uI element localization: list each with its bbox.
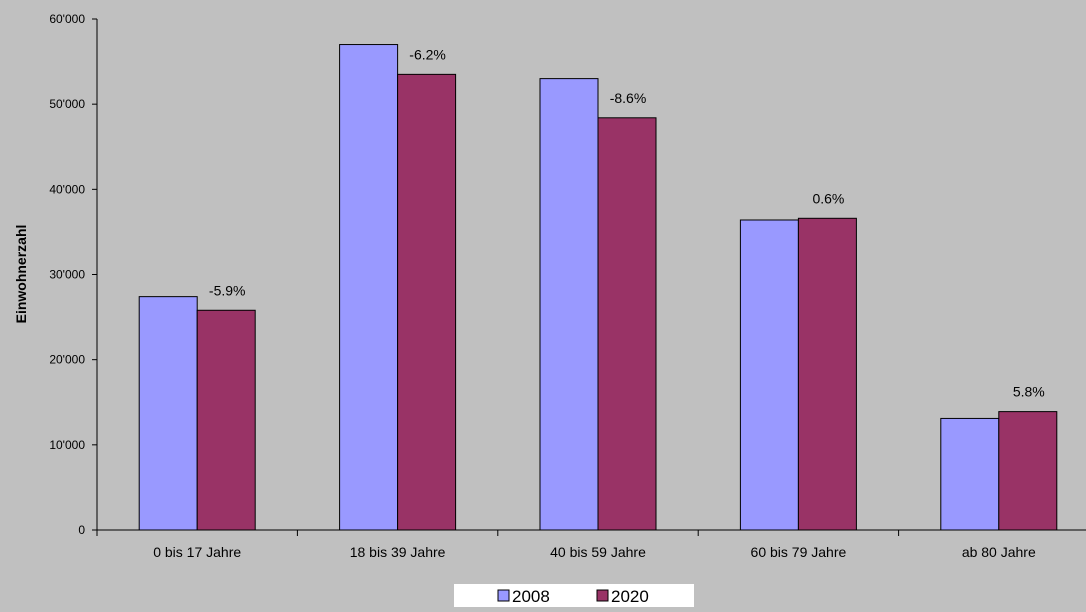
bar-2020 (998, 411, 1058, 531)
x-category-label: 0 bis 17 Jahre (153, 544, 241, 560)
data-label: 0.6% (812, 190, 844, 206)
bar-2008 (940, 417, 1000, 531)
data-label: 5.8% (1013, 384, 1045, 400)
data-label: -8.6% (610, 90, 647, 106)
legend-label-2008: 2008 (512, 587, 550, 606)
y-tick-label: 40'000 (49, 182, 85, 196)
data-label: -6.2% (409, 46, 446, 62)
y-tick-label: 20'000 (49, 353, 85, 367)
x-category-label: 40 bis 59 Jahre (550, 544, 646, 560)
y-tick-label: 30'000 (49, 268, 85, 282)
data-label: -5.9% (209, 282, 246, 298)
legend: 2008 2020 (454, 584, 694, 612)
y-axis-title: Einwohnerzahl (13, 225, 29, 324)
legend-box (454, 584, 694, 612)
bar-2020 (397, 73, 457, 531)
x-category-label: 60 bis 79 Jahre (751, 544, 847, 560)
bar-2020 (797, 217, 857, 531)
bar-2008 (539, 78, 599, 531)
x-category-label: 18 bis 39 Jahre (350, 544, 446, 560)
bar-2008 (739, 219, 799, 531)
bar-2008 (339, 44, 399, 531)
bar-2008 (138, 296, 198, 531)
y-tick-label: 60'000 (49, 12, 85, 26)
plot-area: 0 10'000 20'000 30'000 40'000 50'000 60'000 0 b… (49, 12, 1086, 560)
bar-2020 (597, 117, 657, 531)
legend-swatch-2020 (596, 589, 609, 602)
bar-2020 (196, 309, 256, 531)
legend-label-2020: 2020 (611, 587, 649, 606)
legend-swatch-2008 (497, 589, 510, 602)
y-tick-label: 50'000 (49, 97, 85, 111)
y-tick-label: 10'000 (49, 438, 85, 452)
y-tick-label: 0 (78, 523, 85, 537)
x-category-label: ab 80 Jahre (962, 544, 1036, 560)
